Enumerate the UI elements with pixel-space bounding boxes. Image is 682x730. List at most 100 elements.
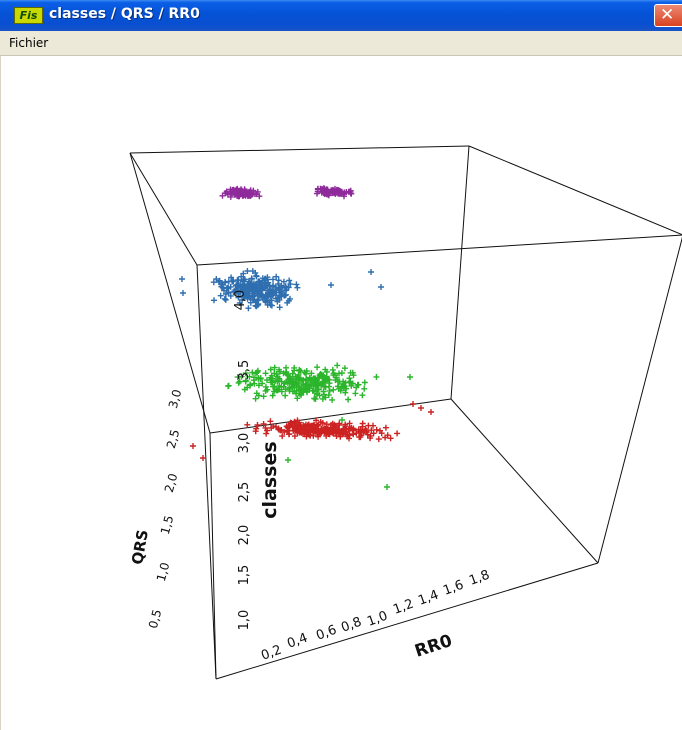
x-tick-label: 1,2 (391, 597, 416, 618)
data-point (261, 277, 268, 284)
data-point (340, 380, 347, 387)
data-point (354, 381, 361, 388)
data-point (227, 292, 234, 299)
data-point (387, 435, 394, 442)
data-point (262, 370, 269, 377)
data-point (322, 366, 329, 373)
box-edge (209, 432, 217, 680)
data-point (227, 193, 234, 200)
data-point (229, 278, 236, 285)
data-point (264, 386, 271, 393)
data-point (326, 380, 333, 387)
z-tick-label: 1,5 (237, 565, 252, 586)
data-point (240, 289, 246, 296)
data-point (238, 373, 245, 380)
data-point (247, 286, 254, 293)
data-point (291, 364, 298, 371)
data-point (252, 395, 259, 402)
data-point (428, 409, 434, 415)
data-point (326, 387, 333, 394)
data-point (285, 424, 292, 431)
data-points (179, 185, 434, 490)
menu-fichier[interactable]: Fichier (9, 36, 49, 50)
data-point (318, 382, 325, 389)
data-point (241, 386, 248, 393)
data-point (315, 374, 322, 381)
data-point (342, 389, 349, 396)
data-point (217, 292, 224, 299)
data-point (325, 392, 332, 399)
data-point (280, 278, 287, 285)
data-point (250, 290, 257, 297)
data-point (221, 295, 228, 302)
data-point (285, 457, 291, 463)
data-point (190, 443, 196, 449)
data-point (262, 291, 269, 298)
data-point (211, 297, 217, 304)
data-point (282, 370, 289, 377)
data-point (293, 281, 300, 288)
data-point (323, 421, 330, 428)
data-point (259, 380, 266, 387)
data-point (346, 375, 353, 382)
data-point (241, 293, 247, 300)
data-point (308, 379, 315, 386)
data-point (361, 385, 368, 392)
data-point (348, 424, 355, 431)
data-point (222, 296, 229, 303)
data-point (310, 422, 317, 429)
data-point (288, 377, 295, 384)
data-point (296, 366, 303, 373)
y-tick-label: 3,0 (166, 388, 184, 410)
data-point (240, 270, 247, 277)
data-point (328, 428, 335, 435)
window-title: classes / QRS / RR0 (49, 6, 200, 22)
data-point (216, 277, 223, 284)
data-point (373, 373, 380, 380)
data-point (322, 384, 329, 391)
data-point (255, 392, 262, 399)
data-point (384, 432, 391, 439)
box-edge (450, 145, 470, 400)
data-point (253, 425, 260, 432)
data-point (294, 395, 301, 402)
z-tick-label: 3,0 (237, 433, 252, 454)
data-point (274, 373, 281, 380)
data-point (320, 379, 327, 386)
app-icon[interactable]: Fis (14, 7, 43, 24)
data-point (278, 427, 285, 433)
data-point (344, 431, 351, 438)
data-point (262, 424, 269, 431)
box-edge (129, 152, 211, 434)
close-icon: ✕ (660, 5, 675, 25)
box-edge (196, 234, 682, 266)
data-point (311, 380, 318, 387)
data-point (248, 276, 255, 282)
data-point (337, 188, 344, 195)
data-point (249, 282, 255, 288)
z-tick-label: 4,0 (233, 290, 248, 311)
close-button[interactable]: ✕ (654, 4, 682, 27)
data-point (277, 289, 284, 295)
data-point (361, 379, 368, 386)
x-tick-label: 1,4 (416, 588, 441, 609)
title-bar[interactable]: Fis classes / QRS / RR0 ✕ (0, 0, 682, 31)
axis-labels: 0,20,4 0,6 0,8 1,01,2 1,4 1,6 1,80,51,01,52,02… (128, 290, 492, 664)
data-point (241, 191, 248, 198)
data-point (335, 383, 342, 390)
data-point (349, 369, 356, 376)
z-tick-label: 1,0 (237, 610, 252, 631)
data-point (222, 190, 229, 197)
data-point (286, 277, 293, 284)
data-point (315, 429, 322, 436)
data-point (301, 369, 308, 376)
x-tick-label: 1,0 (365, 609, 390, 630)
data-point (213, 276, 220, 282)
data-point (234, 282, 241, 289)
data-point (319, 395, 326, 402)
data-point (238, 273, 245, 280)
data-point (324, 190, 331, 197)
data-point (255, 382, 262, 389)
data-point (378, 284, 384, 290)
